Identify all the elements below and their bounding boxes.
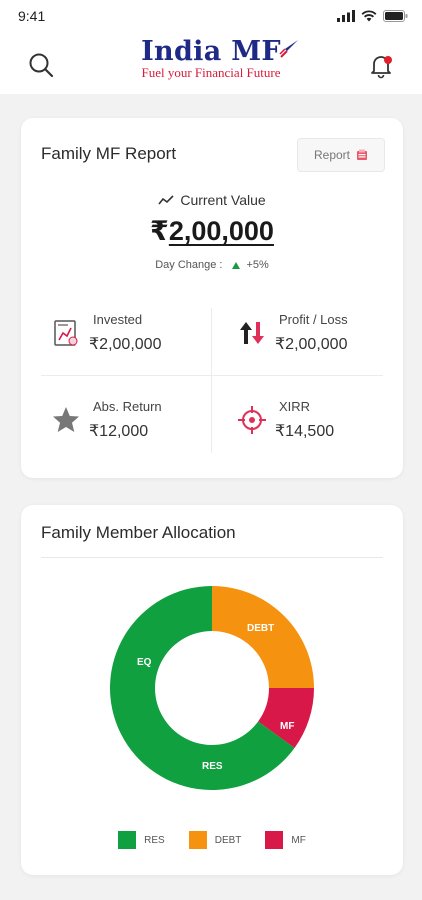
up-arrow-icon	[232, 261, 241, 269]
logo-title: India MF	[141, 36, 281, 67]
legend-label-res: RES	[144, 834, 165, 846]
donut-slice-res-eq	[110, 586, 295, 790]
stat-abs-return: Abs. Return ₹12,000	[43, 397, 213, 457]
search-icon	[29, 53, 54, 78]
star-icon	[53, 407, 79, 432]
stat-xirr: XIRR ₹14,500	[229, 397, 399, 457]
legend-item-debt: DEBT	[188, 831, 242, 849]
target-icon	[238, 406, 266, 434]
up-down-arrows-icon	[240, 322, 264, 344]
battery-icon	[383, 10, 408, 22]
stat-invested-value: ₹2,00,000	[89, 336, 162, 353]
legend-label-mf: MF	[291, 834, 306, 846]
current-value-label-row: Current Value	[21, 192, 403, 208]
logo-tagline: Fuel your Financial Future	[141, 65, 281, 80]
stat-profit-loss-label: Profit / Loss	[279, 312, 348, 327]
trend-icon	[158, 195, 174, 205]
legend-item-res: RES	[118, 831, 165, 849]
report-card-title: Family MF Report	[41, 144, 177, 163]
status-time: 9:41	[18, 8, 46, 24]
app-logo: India MF Fuel your Financial Future	[120, 36, 302, 92]
day-change-row: Day Change : +5%	[21, 259, 403, 271]
stat-xirr-value: ₹14,500	[275, 423, 335, 440]
stat-abs-return-label: Abs. Return	[93, 399, 162, 414]
invested-icon	[54, 320, 78, 346]
allocation-legend: RES DEBT MF	[21, 831, 403, 849]
family-member-allocation-card: Family Member Allocation EQ DEBT MF RES …	[21, 505, 403, 875]
slice-label-eq: EQ	[137, 657, 152, 668]
legend-swatch-res	[118, 831, 137, 849]
stats-horizontal-divider	[41, 375, 383, 376]
donut-slice-debt	[212, 586, 314, 688]
family-mf-report-card: Family MF Report Report Current Value ₹2…	[21, 118, 403, 478]
current-value: 2,00,000	[168, 216, 274, 246]
search-button[interactable]	[26, 50, 56, 80]
allocation-donut-chart: EQ DEBT MF RES	[110, 586, 314, 790]
report-button[interactable]: Report	[297, 138, 385, 172]
signal-icon	[337, 10, 355, 22]
donut-slice-mf	[258, 688, 314, 748]
legend-swatch-debt	[188, 831, 207, 849]
current-value-label: Current Value	[180, 192, 266, 208]
allocation-divider	[41, 557, 383, 558]
slice-label-debt: DEBT	[247, 623, 274, 634]
stat-abs-return-value: ₹12,000	[89, 423, 149, 440]
stat-invested: Invested ₹2,00,000	[43, 310, 213, 370]
app-header: India MF Fuel your Financial Future	[0, 32, 422, 94]
legend-label-debt: DEBT	[214, 834, 242, 846]
stat-profit-loss: Profit / Loss ₹2,00,000	[229, 310, 399, 370]
wifi-icon	[361, 10, 377, 22]
report-button-label: Report	[313, 148, 351, 162]
bell-icon	[371, 56, 392, 79]
currency-symbol: ₹	[150, 216, 169, 246]
day-change-value: +5%	[246, 259, 269, 271]
legend-item-mf: MF	[265, 831, 306, 849]
current-value-amount: ₹2,00,000	[21, 216, 403, 247]
notification-dot	[384, 56, 392, 64]
pdf-icon	[357, 149, 368, 160]
status-icons	[337, 10, 408, 22]
status-bar: 9:41	[0, 0, 422, 32]
stats-vertical-divider	[211, 308, 212, 453]
stat-xirr-label: XIRR	[279, 399, 311, 414]
day-change-label: Day Change :	[155, 259, 223, 271]
stat-invested-label: Invested	[93, 312, 143, 327]
rocket-icon	[279, 40, 298, 58]
allocation-card-title: Family Member Allocation	[41, 523, 236, 542]
slice-label-mf: MF	[280, 721, 294, 732]
slice-label-res: RES	[202, 761, 223, 772]
notifications-button[interactable]	[366, 50, 396, 80]
stat-profit-loss-value: ₹2,00,000	[275, 336, 348, 353]
legend-swatch-mf	[265, 831, 284, 849]
